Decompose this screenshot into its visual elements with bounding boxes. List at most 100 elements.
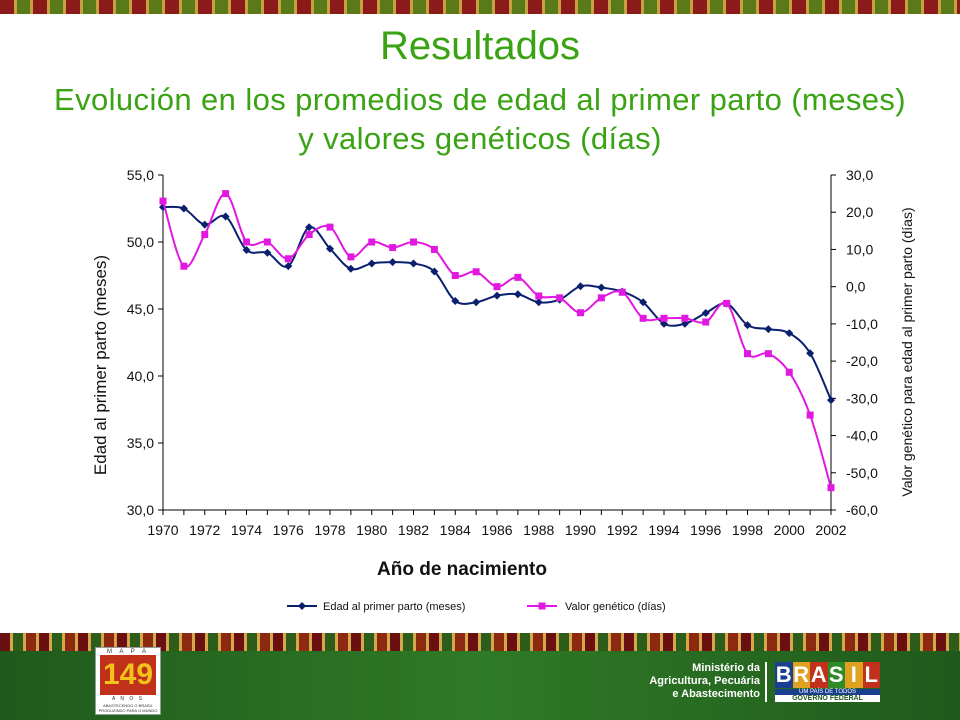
y-tick-label-left: 45,0 — [127, 301, 154, 317]
x-tick-label: 1978 — [314, 522, 345, 538]
data-point — [701, 309, 710, 318]
y-tick-label-left: 35,0 — [127, 435, 154, 451]
y-tick-label-right: 30,0 — [846, 167, 873, 183]
data-point — [472, 298, 481, 307]
y-tick-label-left: 40,0 — [127, 368, 154, 384]
ministry-line-3: e Abastecimento — [672, 688, 760, 700]
data-point — [222, 190, 230, 198]
data-point — [179, 204, 188, 213]
governo-federal-text: GOVERNO FEDERAL — [775, 695, 880, 702]
series-line — [162, 192, 832, 488]
top-decorative-border — [0, 0, 960, 14]
x-tick-label: 1984 — [440, 522, 471, 538]
data-point — [326, 244, 334, 253]
y-tick-label-right: -30,0 — [846, 390, 878, 406]
y-tick-label-right: -20,0 — [846, 353, 878, 369]
data-point — [723, 299, 731, 307]
ministry-name: Ministério da Agricultura, Pecuária e Ab… — [640, 662, 760, 701]
ministry-divider — [765, 662, 767, 702]
data-point — [305, 223, 314, 232]
series-line — [162, 205, 832, 401]
data-point — [785, 329, 794, 338]
data-point — [577, 309, 584, 317]
data-point — [576, 282, 585, 291]
y-tick-label-left: 30,0 — [127, 502, 154, 518]
footer-decorative-stripe — [0, 633, 960, 651]
data-point — [681, 314, 689, 322]
x-tick-label: 1982 — [398, 522, 429, 538]
data-point — [764, 350, 772, 358]
brasil-letter: L — [862, 662, 880, 688]
logo-anos-text: A N O S — [111, 696, 145, 702]
ministry-line-1: Ministério da — [692, 662, 760, 674]
data-point — [597, 283, 606, 292]
page-subtitle: Evolución en los promedios de edad al pr… — [0, 80, 960, 158]
x-tick-label: 1992 — [607, 522, 638, 538]
logo-subtext: ABASTECENDO O BRASIL PRODUZINDO PARA O M… — [98, 703, 158, 713]
data-point — [535, 292, 543, 300]
data-point — [493, 291, 501, 300]
data-point — [597, 294, 605, 302]
x-tick-label: 1996 — [690, 522, 721, 538]
data-point — [389, 244, 397, 252]
data-point — [451, 272, 459, 279]
legend-label: Edad al primer parto (meses) — [323, 601, 465, 613]
data-point — [534, 298, 543, 307]
data-point — [639, 298, 648, 307]
data-point — [806, 349, 815, 358]
y-tick-label-left: 50,0 — [127, 234, 154, 250]
x-tick-label: 1990 — [565, 522, 596, 538]
y-tick-label-right: -50,0 — [846, 465, 878, 481]
y-tick-label-right: 0,0 — [846, 279, 866, 295]
data-point — [200, 220, 209, 229]
page-title: Resultados — [379, 24, 581, 68]
data-point — [159, 197, 167, 205]
x-tick-label: 1974 — [231, 522, 262, 538]
data-point — [284, 255, 292, 263]
data-point — [430, 245, 438, 253]
brasil-tagline: UM PAÍS DE TODOS — [775, 689, 880, 695]
data-point — [451, 296, 460, 305]
x-tick-label: 2000 — [774, 522, 805, 538]
subtitle-line-2: y valores genéticos (días) — [298, 121, 662, 156]
legend-label: Valor genético (días) — [565, 601, 666, 613]
chart-legend: Edad al primer parto (meses) Valor genéti… — [287, 601, 666, 613]
data-point — [514, 273, 522, 281]
data-point — [284, 262, 293, 271]
brasil-letter: S — [827, 662, 845, 688]
mapa-149-logo: M A P A 149 A N O S ABASTECENDO O BRASIL… — [95, 647, 161, 715]
y-tick-label-right: 20,0 — [846, 204, 873, 220]
x-tick-label: 1972 — [189, 522, 220, 538]
x-tick-label: 1994 — [648, 522, 679, 538]
data-point — [242, 246, 251, 255]
x-tick-label: 1970 — [147, 522, 178, 538]
data-point — [410, 238, 417, 246]
brasil-letter: R — [792, 662, 810, 688]
y-tick-label-right: -40,0 — [846, 428, 878, 444]
data-point — [326, 223, 334, 231]
chart-series — [159, 190, 835, 492]
x-tick-label: 1986 — [481, 522, 512, 538]
y-tick-label-right: -10,0 — [846, 316, 878, 332]
data-point — [367, 259, 376, 268]
data-point — [409, 259, 418, 268]
data-point — [388, 258, 397, 267]
logo-mapa-text: M A P A — [107, 649, 149, 655]
logo-number: 149 — [100, 655, 156, 695]
data-point — [368, 238, 376, 246]
y-axis-label-right: Valor genético para edad al primer parto… — [899, 207, 915, 496]
data-point — [660, 314, 668, 322]
x-axis-label: Año de nacimiento — [377, 559, 547, 580]
y-tick-label-left: 55,0 — [127, 167, 154, 183]
data-point — [430, 267, 439, 276]
series-2 — [159, 190, 835, 492]
data-point — [513, 290, 522, 299]
data-point — [346, 264, 355, 273]
data-point — [743, 321, 752, 330]
x-tick-label: 1980 — [356, 522, 387, 538]
data-point — [493, 283, 501, 291]
data-point — [263, 248, 272, 257]
x-tick-label: 1976 — [273, 522, 304, 538]
data-point — [221, 212, 230, 221]
x-tick-label: 1988 — [523, 522, 554, 538]
